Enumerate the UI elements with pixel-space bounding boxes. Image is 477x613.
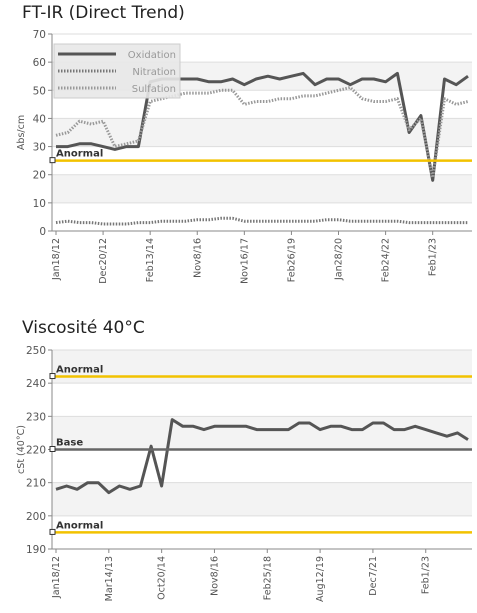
reference-marker — [49, 528, 56, 535]
x-tick-label: Oct20/14 — [157, 556, 168, 600]
y-axis-label: cSt (40°C) — [16, 425, 27, 474]
x-tick-label: Nov8/16 — [209, 556, 220, 596]
x-tick-label: Jan28/20 — [334, 238, 345, 281]
y-axis-label: Abs/cm — [16, 115, 27, 150]
y-tick-label: 60 — [33, 57, 46, 69]
reference-label: Base — [56, 438, 83, 449]
x-tick-label: Feb25/18 — [262, 556, 273, 600]
series-line-oxidation — [56, 71, 469, 182]
chart-title-viscosity: Viscosité 40°C — [22, 318, 145, 338]
x-tick-label: Nov8/16 — [192, 238, 203, 278]
x-tick-label: Dec7/21 — [368, 556, 379, 596]
y-tick-label: 20 — [33, 170, 46, 182]
grid-band — [52, 416, 472, 450]
legend-label-oxidation: Oxidation — [128, 50, 176, 61]
y-tick-label: 10 — [33, 198, 46, 210]
chart-title-ftir: FT-IR (Direct Trend) — [22, 3, 185, 23]
series-line-viscosity — [55, 418, 469, 495]
y-tick-label: 250 — [26, 345, 46, 357]
reference-marker — [49, 446, 56, 452]
series-line-sulfation — [55, 86, 469, 179]
ftir-chart: 0 10 20 30 40 50 60 70 Abs/cm Jan18/12 Dec20/12 Feb… — [16, 29, 472, 284]
y-tick-label: 70 — [33, 29, 46, 41]
x-tick-label: Feb24/22 — [381, 238, 392, 282]
legend-label-sulfation: Sulfation — [132, 84, 176, 95]
x-tick-label: Feb26/19 — [286, 238, 297, 282]
x-tick-label: Mar14/13 — [104, 556, 115, 601]
x-tick-label: Jan18/12 — [51, 556, 62, 599]
y-tick-label: 0 — [39, 226, 46, 238]
x-tick-label: Dec20/12 — [98, 238, 109, 284]
x-tick-label: Nov16/17 — [239, 238, 250, 284]
reference-label: Anormal — [56, 365, 103, 376]
y-tick-label: 210 — [26, 478, 46, 490]
x-tick-label: Feb13/14 — [145, 238, 156, 282]
y-tick-label: 40 — [33, 113, 46, 125]
y-tick-label: 220 — [26, 445, 46, 457]
grid-band — [52, 350, 472, 384]
legend-label-nitration: Nitration — [132, 67, 176, 78]
y-tick-label: 30 — [33, 142, 46, 154]
x-tick-label: Feb1/23 — [428, 238, 439, 276]
reference-marker — [49, 373, 56, 380]
y-tick-label: 240 — [26, 378, 46, 390]
y-tick-label: 200 — [26, 511, 46, 523]
x-tick-label: Feb1/23 — [421, 556, 432, 594]
reference-label: Anormal — [56, 520, 103, 531]
reference-marker — [49, 157, 56, 164]
x-tick-label: Aug12/19 — [315, 556, 326, 602]
grid-band — [52, 118, 472, 147]
reference-label: Anormal — [56, 149, 103, 160]
y-tick-label: 230 — [26, 411, 46, 423]
grid-band — [52, 174, 472, 203]
x-tick-label: Jan18/12 — [51, 238, 62, 281]
y-tick-label: 190 — [26, 544, 46, 556]
y-tick-label: 50 — [33, 85, 46, 97]
